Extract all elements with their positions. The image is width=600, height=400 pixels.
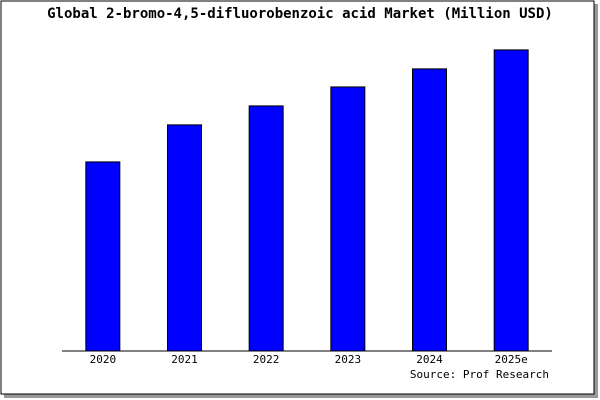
x-tick-label: 2025e <box>495 353 528 366</box>
x-tick-label: 2022 <box>253 353 280 366</box>
bar <box>412 68 447 352</box>
bar <box>330 86 366 352</box>
source-note: Source: Prof Research <box>410 368 549 381</box>
x-tick-label: 2023 <box>335 353 362 366</box>
x-tick-label: 2020 <box>90 353 117 366</box>
chart-title: Global 2-bromo-4,5-difluorobenzoic acid … <box>47 6 553 22</box>
x-tick-label: 2021 <box>171 353 198 366</box>
bar <box>167 124 202 352</box>
bar <box>493 49 529 352</box>
x-tick-label: 2024 <box>416 353 443 366</box>
bar <box>85 161 121 352</box>
bar <box>248 105 284 352</box>
